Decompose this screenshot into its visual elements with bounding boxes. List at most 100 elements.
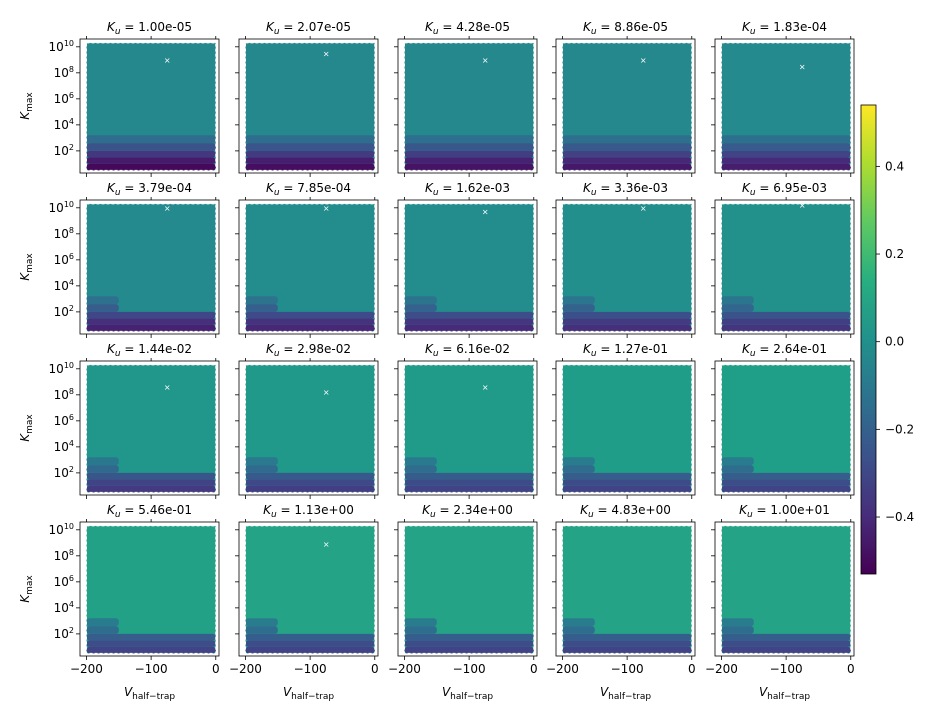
subplot-title-symbol: K xyxy=(107,342,116,356)
heatmap-low-band xyxy=(562,311,692,319)
optimum-marker: × xyxy=(482,383,489,392)
y-tick-label: 104 xyxy=(54,278,74,293)
optimum-marker: × xyxy=(640,204,647,213)
colorbar-tick-label: −0.4 xyxy=(885,510,914,524)
subplot-title-symbol: K xyxy=(583,342,592,356)
subplot-19: Ku = 4.83e+00 −200 −100 0 Vhalf−trap xyxy=(546,503,696,702)
heatmap-low-band xyxy=(245,143,375,151)
heatmap-low-band xyxy=(404,465,437,473)
subplot-title-subscript: u xyxy=(750,349,756,359)
heatmap-low-band xyxy=(562,296,595,305)
subplot-title-value: = 7.85e-04 xyxy=(280,181,351,195)
heatmap-low-band xyxy=(562,324,692,332)
heatmap-low-band xyxy=(562,646,692,654)
y-tick-base: 10 xyxy=(49,40,64,54)
heatmap-low-band xyxy=(562,485,692,493)
subplot-title-value: = 2.98e-02 xyxy=(280,342,351,356)
data-boundary xyxy=(85,364,217,493)
heatmap-low-band xyxy=(721,640,851,647)
subplot-title-subscript: u xyxy=(115,188,121,198)
subplot-14: Ku = 1.27e-01 xyxy=(552,342,696,499)
y-tick-exponent: 8 xyxy=(69,65,74,74)
subplot-title: Ku = 2.64e-01 xyxy=(742,342,827,359)
heatmap-low-band xyxy=(245,640,375,647)
heatmap-low-band xyxy=(245,633,375,641)
heatmap-low-band xyxy=(86,143,216,151)
heatmap-low-band xyxy=(404,646,534,654)
subplot-title-subscript: u xyxy=(591,27,597,37)
subplot-title-subscript: u xyxy=(750,188,756,198)
x-tick-label: −200 xyxy=(705,662,738,676)
heatmap-low-band xyxy=(721,150,851,158)
heatmap-low-band xyxy=(404,479,534,486)
subplot-title-value: = 1.00e-05 xyxy=(121,20,192,34)
subplot-title-symbol: K xyxy=(425,181,434,195)
y-tick-exponent: 6 xyxy=(69,574,74,583)
subplot-title-subscript: u xyxy=(430,510,436,520)
x-tick-label: −100 xyxy=(611,662,644,676)
x-tick-label: 0 xyxy=(212,662,220,676)
heatmap-low-band xyxy=(86,150,216,158)
heatmap-low-band xyxy=(721,143,851,151)
heatmap-low-band xyxy=(404,633,534,641)
heatmap-low-band xyxy=(245,646,375,654)
subplot-20: Ku = 1.00e+01 −200 −100 0 Vhalf−trap xyxy=(705,503,855,702)
heatmap-low-band xyxy=(404,324,534,332)
y-tick-base: 10 xyxy=(54,575,69,589)
subplot-title-symbol: K xyxy=(266,181,275,195)
x-axis-label: Vhalf−trap xyxy=(442,685,493,702)
heatmap-low-band xyxy=(86,135,216,144)
y-tick-label: 102 xyxy=(54,465,74,480)
heatmap-low-band xyxy=(562,150,692,158)
subplot-title: Ku = 3.79e-04 xyxy=(107,181,192,198)
heatmap-low-band xyxy=(245,465,278,473)
axes-frame xyxy=(397,521,538,657)
optimum-marker: × xyxy=(323,388,330,397)
heatmap-low-band xyxy=(245,157,375,164)
data-boundary xyxy=(244,525,376,654)
x-tick-label: −200 xyxy=(229,662,262,676)
y-tick-label: 106 xyxy=(54,252,74,267)
heatmap-low-band xyxy=(721,163,851,171)
axes-frame xyxy=(79,199,220,335)
y-axis-label-symbol: K xyxy=(18,594,32,603)
subplot-title: Ku = 1.44e-02 xyxy=(107,342,192,359)
heatmap-low-band xyxy=(86,646,216,654)
subplot-title-symbol: K xyxy=(107,20,116,34)
subplot-title: Ku = 1.00e-05 xyxy=(107,20,192,37)
optimum-marker: × xyxy=(164,204,171,213)
y-tick-label: 108 xyxy=(54,226,74,241)
subplot-title-value: = 4.28e-05 xyxy=(439,20,510,34)
heatmap-low-band xyxy=(562,633,692,641)
y-axis-label-subscript: max xyxy=(25,414,35,434)
subplot-title-value: = 1.13e+00 xyxy=(277,503,354,517)
y-tick-base: 10 xyxy=(54,253,69,267)
subplot-title-subscript: u xyxy=(588,510,594,520)
y-tick-base: 10 xyxy=(49,523,64,537)
data-boundary xyxy=(561,525,693,654)
subplot-title-symbol: K xyxy=(742,20,751,34)
heatmap-low-band xyxy=(245,618,278,627)
y-tick-label: 1010 xyxy=(49,39,74,54)
subplot-9: × Ku = 3.36e-03 xyxy=(552,181,696,338)
subplot-title: Ku = 6.95e-03 xyxy=(742,181,827,198)
heatmap-low-band xyxy=(562,135,692,144)
heatmap-low-band xyxy=(404,296,437,305)
subplot-title-value: = 6.95e-03 xyxy=(756,181,827,195)
heatmap-low-band xyxy=(86,296,119,305)
heatmap-low-band xyxy=(562,157,692,164)
subplot-title-subscript: u xyxy=(115,27,121,37)
heatmap-low-band xyxy=(404,143,534,151)
colorbar-tick-label: 0.4 xyxy=(885,159,904,173)
y-tick-exponent: 8 xyxy=(69,548,74,557)
heatmap-low-band xyxy=(86,472,216,480)
x-axis-label-symbol: V xyxy=(600,685,609,699)
x-tick-label: −200 xyxy=(70,662,103,676)
subplot-title-symbol: K xyxy=(422,503,431,517)
y-tick-label: 106 xyxy=(54,413,74,428)
y-tick-label: 106 xyxy=(54,574,74,589)
heatmap-low-band xyxy=(721,633,851,641)
